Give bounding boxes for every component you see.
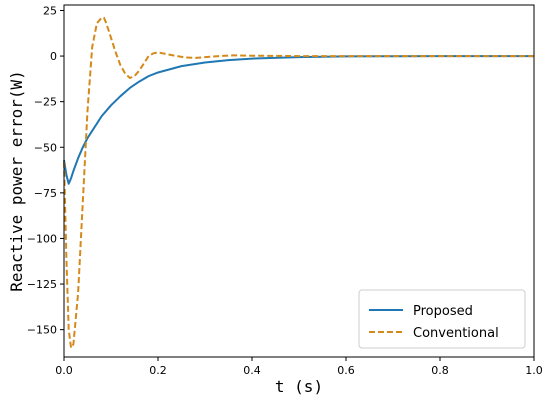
x-tick-label: 1.0 (525, 364, 543, 377)
x-tick-label: 0.6 (337, 364, 355, 377)
y-tick-label: −100 (27, 232, 57, 245)
legend: Proposed Conventional (358, 289, 526, 349)
plot-frame (63, 4, 535, 358)
x-tick-label: 0.2 (149, 364, 167, 377)
y-tick-label: −75 (34, 187, 57, 200)
tick-layer: 0.0 0.2 0.4 0.6 0.8 1.0 25 0 −25 −50 −75 −100 −125 −1… (27, 4, 543, 377)
legend-proposed-label: Proposed (413, 304, 473, 319)
x-axis-title: t (s) (275, 377, 323, 396)
y-axis-title: Reactive power error(W) (7, 70, 26, 292)
y-tick-label: −50 (34, 141, 57, 154)
series-layer (63, 16, 534, 349)
y-tick-label: 0 (50, 50, 57, 63)
y-tick-label: −25 (34, 96, 57, 109)
series-line-conventional (63, 16, 534, 349)
y-tick-label: −125 (27, 278, 57, 291)
x-tick-label: 0.0 (55, 364, 73, 377)
y-tick-label: 25 (43, 4, 57, 17)
y-tick-label: −150 (27, 324, 57, 337)
x-tick-label: 0.4 (243, 364, 261, 377)
legend-box (358, 289, 526, 349)
legend-conventional-label: Conventional (413, 326, 499, 341)
x-tick-label: 0.8 (431, 364, 449, 377)
